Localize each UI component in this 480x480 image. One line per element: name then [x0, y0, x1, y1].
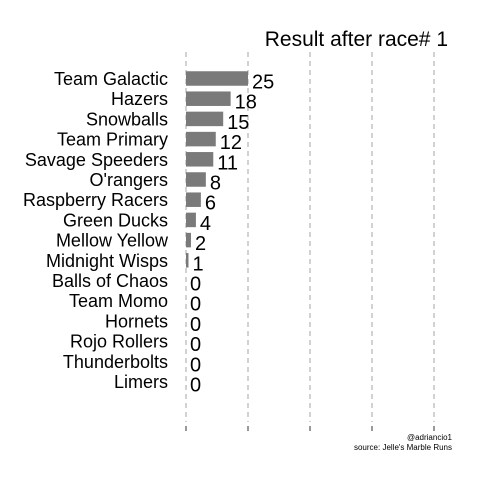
- bar: [186, 212, 196, 228]
- category-label: Rojo Rollers: [70, 332, 168, 352]
- value-label: 18: [235, 92, 257, 114]
- bar: [186, 131, 216, 147]
- category-label: Hornets: [105, 311, 168, 331]
- category-label: Limers: [114, 372, 168, 392]
- value-label: 0: [190, 354, 201, 376]
- value-label: 1: [192, 253, 203, 275]
- value-label: 11: [217, 152, 238, 174]
- value-label: 8: [210, 173, 221, 195]
- category-label: Midnight Wisps: [46, 251, 168, 271]
- value-label: 0: [190, 274, 201, 296]
- category-label: Thunderbolts: [63, 352, 168, 372]
- gridlines: [185, 52, 435, 431]
- bar: [186, 253, 189, 268]
- value-label: 25: [252, 72, 274, 94]
- bar: [186, 111, 224, 127]
- category-label: Raspberry Racers: [23, 190, 168, 210]
- bar: [186, 192, 201, 207]
- bar: [186, 152, 214, 167]
- category-label: Savage Speeders: [25, 150, 168, 170]
- bar: [186, 232, 191, 248]
- value-label: 0: [190, 294, 201, 316]
- caption-source: source: Jelle's Marble Runs: [354, 443, 452, 452]
- category-label: Mellow Yellow: [56, 231, 169, 251]
- value-label: 15: [227, 112, 249, 134]
- category-label: Balls of Chaos: [52, 271, 168, 291]
- category-label: Green Ducks: [63, 210, 168, 230]
- value-label: 2: [195, 233, 206, 255]
- chart-title: Result after race# 1: [265, 28, 448, 51]
- value-label: 4: [200, 213, 211, 235]
- category-label: Snowballs: [86, 109, 168, 129]
- bar: [186, 91, 231, 106]
- bars: [186, 71, 248, 268]
- value-label: 6: [205, 193, 216, 215]
- category-label: Team Galactic: [54, 69, 168, 89]
- value-label: 0: [190, 334, 201, 356]
- value-label: 12: [220, 132, 242, 154]
- value-label: 0: [190, 314, 201, 336]
- value-label: 0: [190, 375, 201, 397]
- category-label: Hazers: [111, 89, 168, 109]
- bar: [186, 71, 248, 86]
- category-label: Team Momo: [69, 291, 168, 311]
- caption-handle: @adriancio1: [407, 433, 453, 442]
- bar: [186, 172, 206, 187]
- category-label: Team Primary: [57, 130, 168, 150]
- category-label: O'rangers: [90, 170, 168, 190]
